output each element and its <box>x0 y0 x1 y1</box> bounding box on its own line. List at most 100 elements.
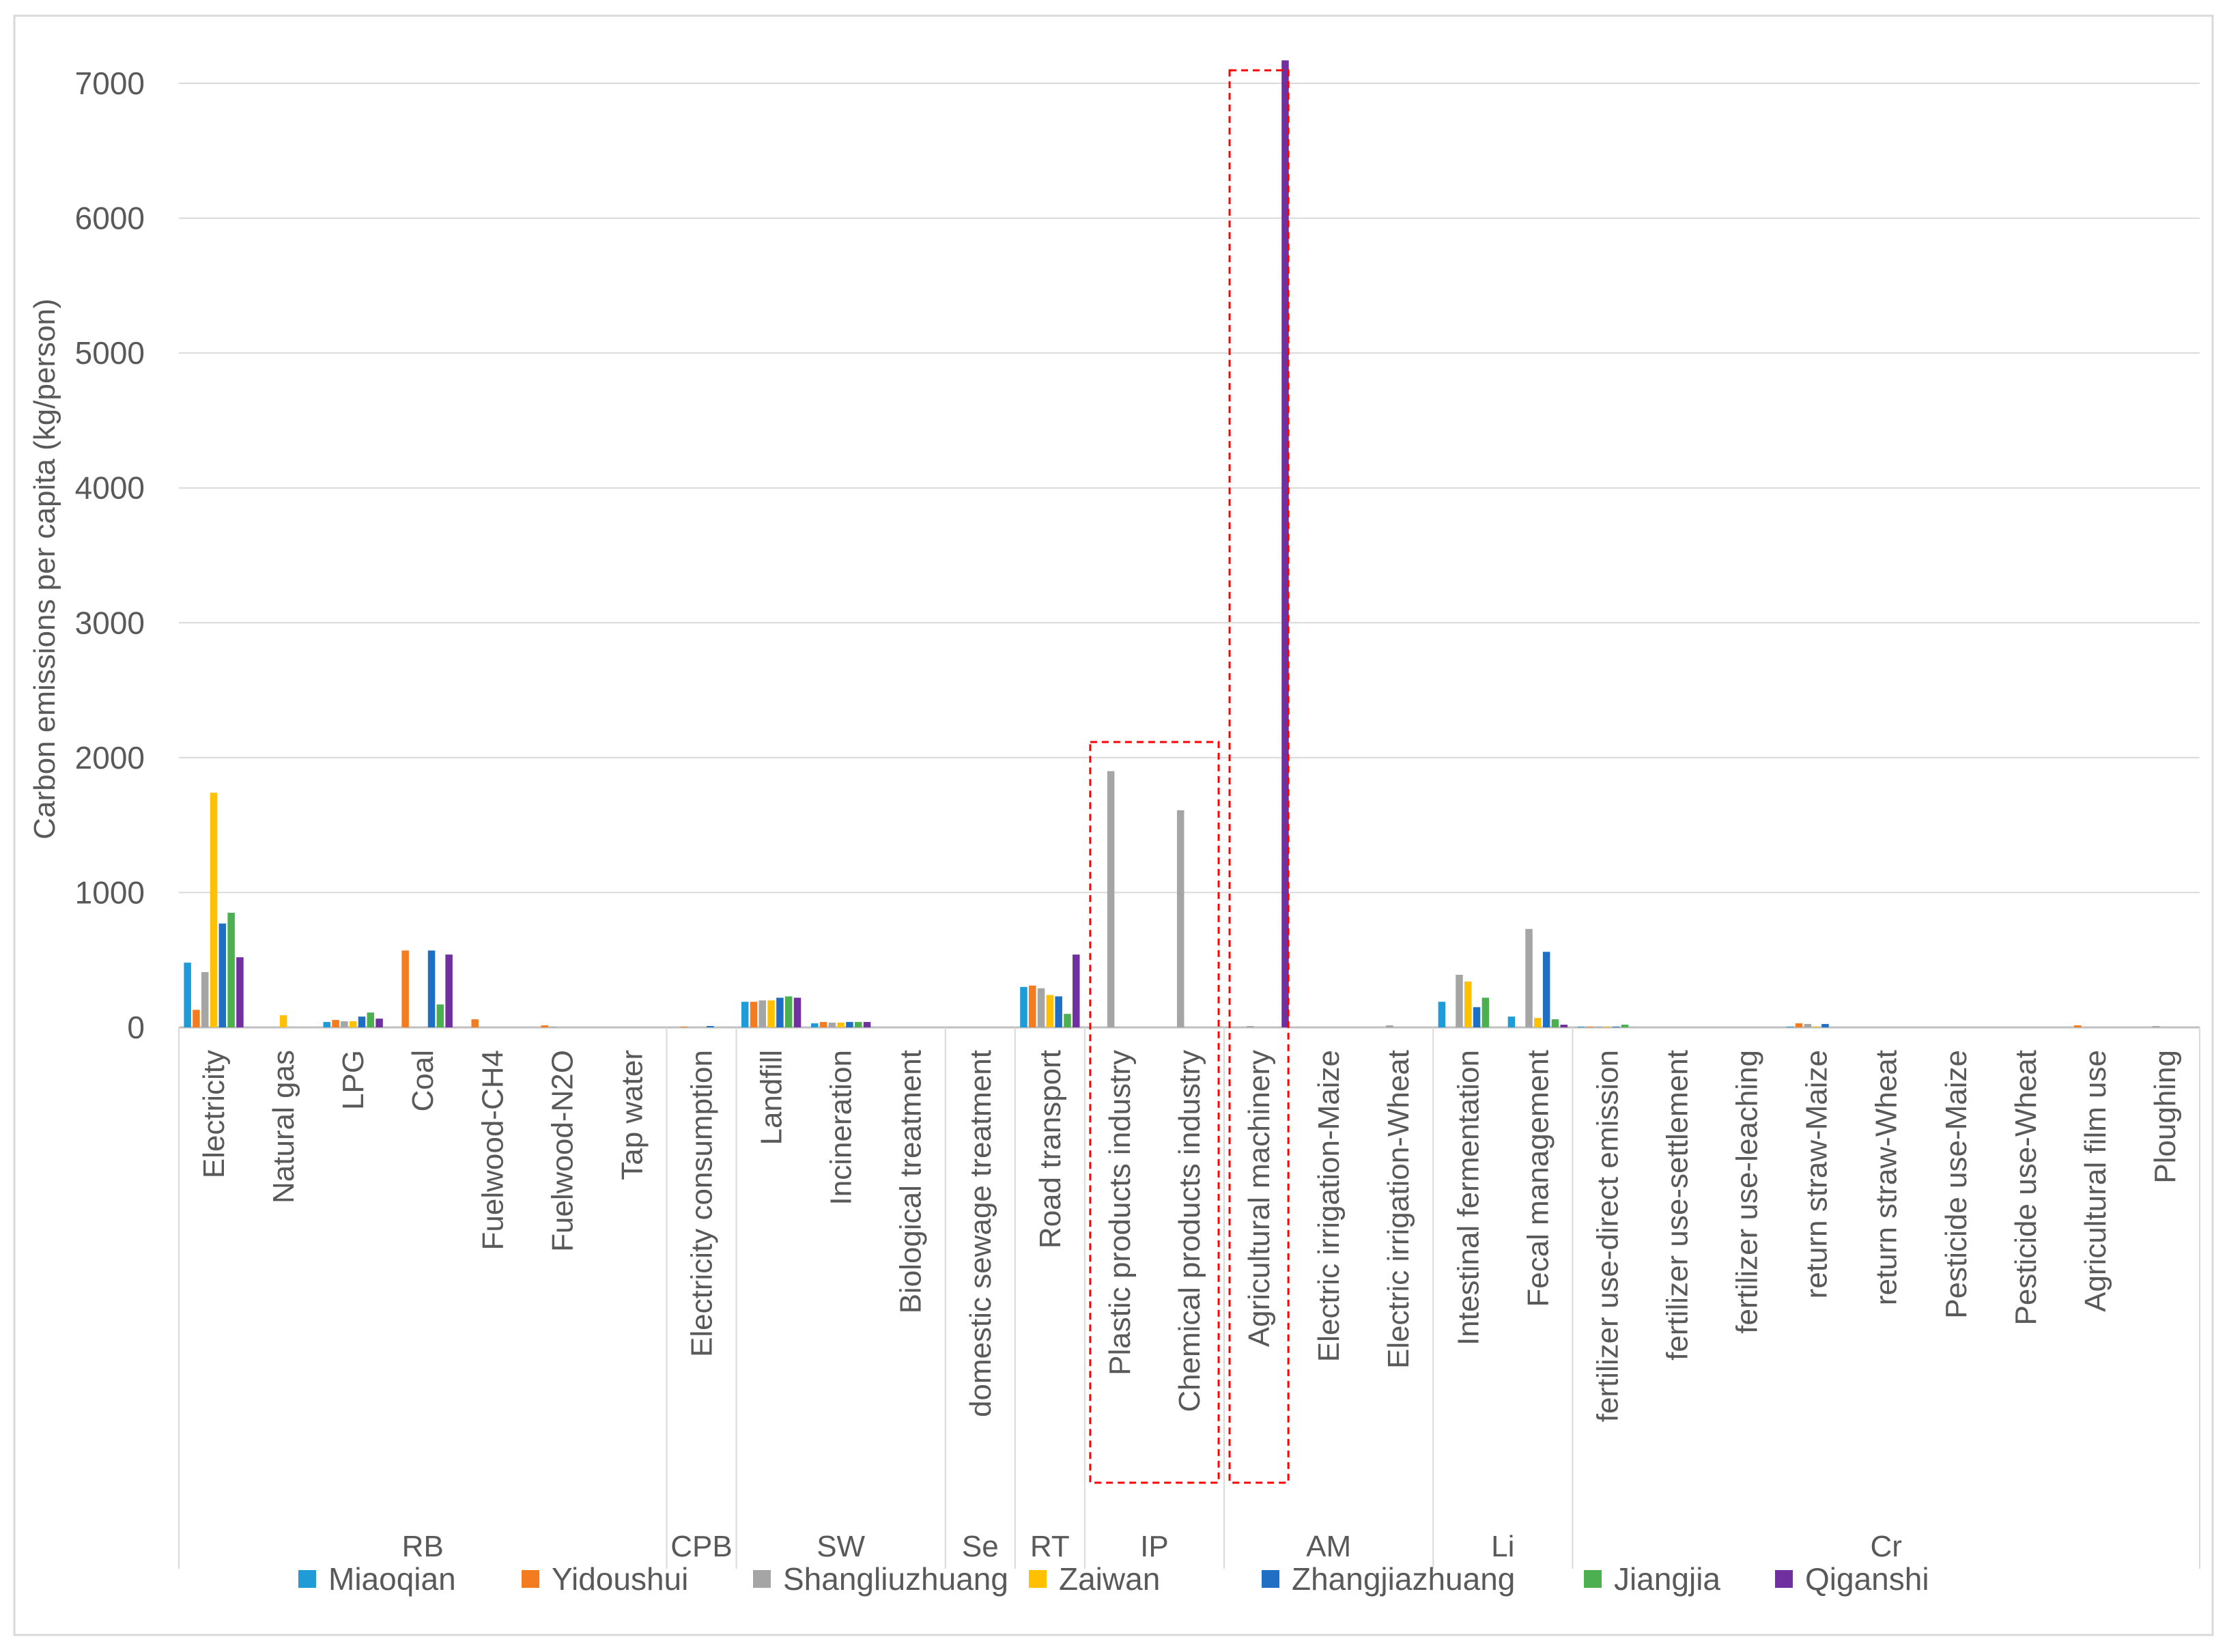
category-label: Tap water <box>615 1050 649 1180</box>
category-label: fertilizer use-leaching <box>1731 1050 1764 1334</box>
bar <box>1064 1014 1071 1027</box>
group-label: AM <box>1306 1530 1351 1563</box>
category-label: Pesticide use-Wheat <box>2009 1050 2043 1326</box>
category-label: Fuelwood-N2O <box>545 1050 579 1252</box>
category-label: Incineration <box>825 1050 858 1205</box>
bar <box>1525 928 1533 1027</box>
bar <box>1046 995 1054 1027</box>
bar <box>707 1026 714 1027</box>
bar <box>541 1025 549 1027</box>
bar <box>1821 1024 1829 1027</box>
category-label: domestic sewage treatment <box>964 1050 997 1417</box>
category-label: Chemical products industry <box>1173 1050 1206 1412</box>
category-label: Agricultural machinery <box>1243 1050 1276 1347</box>
bar <box>1795 1023 1803 1027</box>
category-label: Biological treatment <box>894 1050 928 1313</box>
bar <box>1456 974 1463 1027</box>
category-label: Fecal management <box>1521 1050 1555 1307</box>
legend-swatch <box>522 1570 539 1588</box>
gridlines <box>179 83 2200 894</box>
bar <box>846 1022 853 1027</box>
legend-label: Qiganshi <box>1805 1561 1929 1597</box>
highlight-box <box>1089 741 1220 1484</box>
bar <box>1247 1026 1254 1027</box>
bar <box>445 954 453 1027</box>
bar <box>236 957 244 1027</box>
bar <box>375 1019 383 1027</box>
bar <box>218 923 227 1027</box>
group-label: Li <box>1491 1530 1514 1563</box>
legend-label: Jiangjia <box>1614 1561 1720 1597</box>
bar <box>758 1000 767 1027</box>
category-label: Landfill <box>755 1050 789 1145</box>
bar <box>1029 985 1036 1027</box>
bar <box>227 913 235 1027</box>
bar <box>401 950 409 1027</box>
bar <box>1386 1025 1393 1027</box>
bar <box>358 1016 366 1027</box>
bar <box>1481 997 1490 1027</box>
category-label: Electricity consumption <box>685 1050 719 1357</box>
bar <box>427 950 436 1027</box>
group-label: IP <box>1140 1530 1169 1563</box>
bar <box>1037 988 1045 1027</box>
bar <box>863 1022 871 1027</box>
bar <box>793 997 802 1027</box>
legend-swatch <box>1775 1570 1793 1588</box>
bar <box>1551 1019 1559 1027</box>
bar <box>784 996 793 1027</box>
group-label: SW <box>817 1530 865 1563</box>
group-labels: RB CPB SW Se RT IP AM Li Cr <box>178 1027 2200 1569</box>
group-label: Cr <box>1870 1530 1901 1563</box>
group-label: RB <box>402 1530 444 1563</box>
category-label: Natural gas <box>267 1050 300 1204</box>
category-label: fertilizer use-direct emission <box>1591 1050 1624 1422</box>
category-label: Pesticide use-Maize <box>1940 1050 1973 1319</box>
bar <box>201 971 209 1027</box>
bar <box>750 1001 758 1027</box>
bar <box>2074 1025 2082 1027</box>
bar <box>1176 810 1185 1027</box>
y-axis-title: Carbon emissions per capita (kg/person) <box>28 298 61 839</box>
y-tick-label: 0 <box>127 1010 145 1045</box>
category-label: Electricity <box>197 1050 231 1178</box>
bar <box>332 1020 339 1027</box>
category-label: LPG <box>337 1050 370 1110</box>
bar <box>193 1010 200 1027</box>
category-label: Electric irrigation-Maize <box>1312 1050 1346 1362</box>
category-label: Road transport <box>1034 1050 1067 1249</box>
legend-swatch <box>298 1570 316 1588</box>
bar <box>1542 952 1550 1027</box>
category-labels: Electricity Natural gas LPG Coal Fuelwood-CH… <box>197 1050 2182 1422</box>
legend-label: Zhangjiazhuang <box>1292 1561 1515 1597</box>
category-label: Ploughing <box>2148 1050 2182 1184</box>
bar <box>776 997 784 1027</box>
highlight-boxes <box>1089 69 1290 1484</box>
y-tick-label: 1000 <box>75 874 145 910</box>
legend-label: Yidoushui <box>552 1561 688 1597</box>
category-label: fertilizer use-settlement <box>1660 1050 1694 1361</box>
highlight-box <box>1228 69 1290 1484</box>
legend-swatch <box>753 1570 771 1588</box>
bar <box>1438 1001 1446 1027</box>
bar <box>1507 1016 1516 1027</box>
bar <box>741 1001 749 1027</box>
y-tick-label: 2000 <box>75 740 145 775</box>
bar <box>323 1022 331 1027</box>
category-label: Coal <box>406 1050 440 1112</box>
bar <box>1560 1025 1568 1027</box>
category-label: return straw-Wheat <box>1870 1050 1903 1305</box>
bar <box>819 1022 827 1027</box>
bar <box>210 793 218 1027</box>
category-label: Agricultural film use <box>2079 1050 2112 1312</box>
axes: 0 1000 2000 3000 4000 5000 6000 7000 <box>75 66 2200 1045</box>
bar <box>2152 1026 2160 1027</box>
legend-label: Shangliuzhuang <box>783 1561 1008 1597</box>
bar <box>1464 981 1472 1027</box>
bar <box>341 1021 348 1027</box>
category-label: Intestinal fermentation <box>1451 1050 1485 1345</box>
y-tick-label: 7000 <box>75 66 145 101</box>
y-tick-label: 4000 <box>75 470 145 506</box>
